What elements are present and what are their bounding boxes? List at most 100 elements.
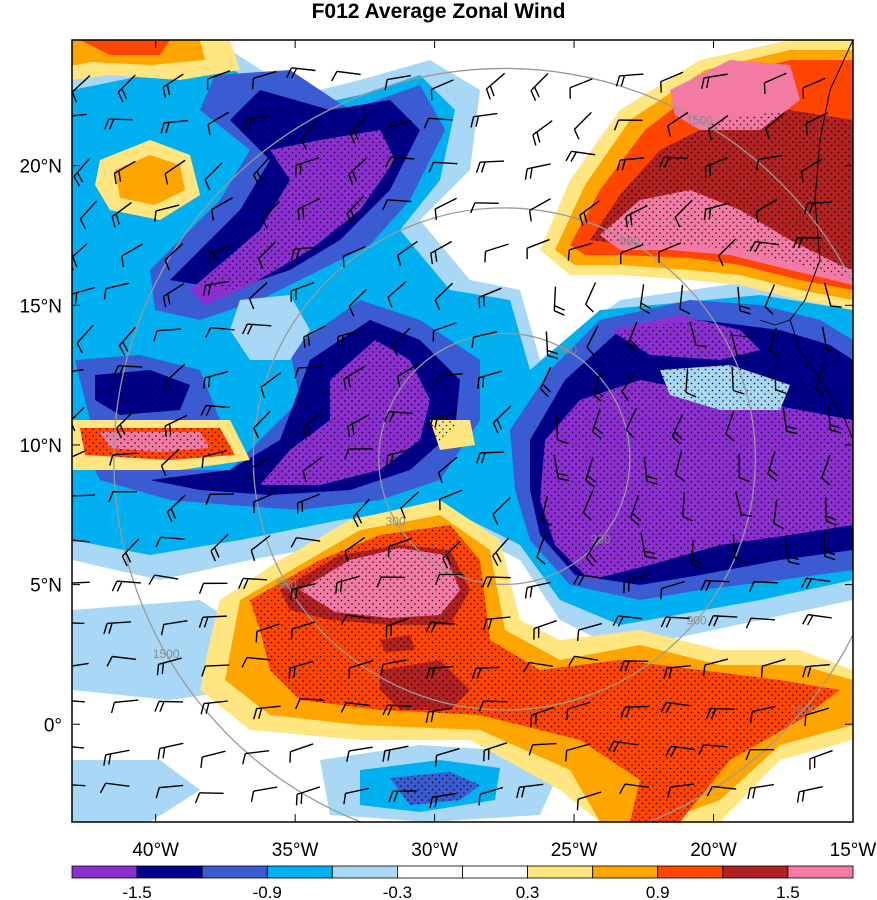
wind-barb: [585, 457, 597, 488]
wind-barb: [250, 786, 278, 803]
wind-barb: [730, 331, 749, 358]
wind-barb: [383, 410, 414, 423]
wind-barb: [385, 617, 410, 638]
wind-barb: [380, 659, 407, 676]
wind-barb: [382, 745, 409, 762]
wind-barb: [386, 120, 412, 138]
wind-barb: [121, 538, 140, 567]
wind-barb: [541, 496, 552, 527]
range-ring-label: 900: [620, 235, 640, 249]
wind-barb: [702, 658, 729, 677]
wind-barb: [471, 331, 498, 349]
wind-barb: [164, 159, 186, 185]
colorbar-swatch: [266, 865, 333, 879]
range-ring-label: 300: [386, 515, 406, 529]
wind-barb: [567, 242, 593, 261]
wind-barb: [253, 705, 281, 720]
wind-barb: [72, 113, 87, 117]
wind-barb: [99, 782, 130, 794]
wind-barb: [545, 331, 559, 360]
lat-tick-label: 20°N: [20, 157, 62, 178]
wind-barb: [303, 325, 326, 349]
wind-barb: [804, 707, 829, 727]
wind-barb: [764, 284, 776, 315]
wind-barb: [243, 115, 271, 131]
lat-tick-label: 5°N: [30, 576, 62, 597]
wind-barb: [478, 786, 504, 806]
wind-barb: [198, 582, 228, 594]
lon-tick-label: 35°W: [272, 840, 319, 861]
wind-barb: [106, 655, 137, 667]
wind-barb: [707, 114, 729, 141]
wind-barb: [619, 243, 644, 265]
wind-barb: [821, 455, 831, 486]
wind-barb: [210, 533, 229, 562]
wind-barb: [530, 706, 555, 727]
wind-barb: [340, 701, 371, 713]
wind-barb: [773, 499, 784, 530]
wind-barb: [470, 202, 499, 214]
wind-barb: [154, 700, 184, 712]
colorbar-swatch: [462, 865, 528, 879]
wind-barb: [387, 280, 407, 308]
plot-area: 300 300 300 900 900 900 1500 1500 1500: [72, 40, 853, 822]
wind-barb: [116, 410, 135, 439]
wind-barb: [530, 73, 549, 101]
wind-barb: [524, 163, 551, 180]
wind-barb: [643, 457, 658, 485]
wind-barb: [533, 619, 557, 640]
wind-barb: [343, 365, 365, 390]
wind-barb: [576, 622, 602, 642]
wind-barb: [528, 742, 557, 756]
wind-barb: [485, 72, 506, 100]
wind-barb: [704, 157, 728, 178]
wind-barb: [302, 456, 323, 482]
wind-barb: [492, 537, 510, 567]
wind-barb: [477, 370, 503, 389]
wind-barb: [470, 112, 498, 128]
wind-barb: [439, 489, 463, 511]
wind-barb: [623, 573, 648, 594]
wind-barb: [821, 326, 838, 354]
wind-barb: [290, 537, 321, 548]
wind-barb: [665, 745, 695, 758]
wind-barb: [591, 408, 604, 440]
wind-barb: [300, 121, 318, 150]
wind-barb: [805, 112, 829, 135]
wind-barb: [738, 453, 750, 483]
wind-barb: [708, 615, 738, 627]
wind-barb: [343, 787, 370, 805]
wind-barb: [475, 160, 505, 173]
wind-barb: [346, 195, 365, 224]
wind-barb: [72, 700, 85, 703]
wind-barb: [387, 537, 412, 558]
colorbar-label: -0.3: [383, 883, 412, 900]
colorbar-swatch: [331, 865, 398, 879]
wind-barb: [700, 579, 730, 592]
colorbar-label: -1.5: [122, 883, 151, 900]
wind-barb: [425, 665, 454, 680]
wind-barb: [475, 451, 505, 464]
wind-barb: [164, 414, 188, 437]
wind-barb: [290, 246, 319, 260]
wind-barb: [117, 74, 136, 103]
wind-barb: [627, 321, 639, 353]
wind-barb: [200, 404, 230, 417]
wind-barb: [483, 742, 508, 762]
wind-barb: [76, 324, 94, 354]
wind-barb: [555, 415, 569, 445]
wind-barb: [481, 576, 511, 588]
coastline-detail: [729, 319, 791, 339]
wind-barb: [72, 286, 96, 304]
plot-frame: [71, 39, 854, 823]
wind-barb: [382, 199, 412, 211]
wind-barb: [73, 157, 91, 187]
wind-barb: [607, 740, 638, 753]
wind-barb: [302, 411, 323, 439]
wind-barb: [815, 364, 825, 396]
wind-barb: [397, 240, 418, 267]
wind-barb: [385, 156, 415, 168]
stipple-overlay: [80, 90, 853, 822]
wind-barb: [784, 537, 800, 565]
